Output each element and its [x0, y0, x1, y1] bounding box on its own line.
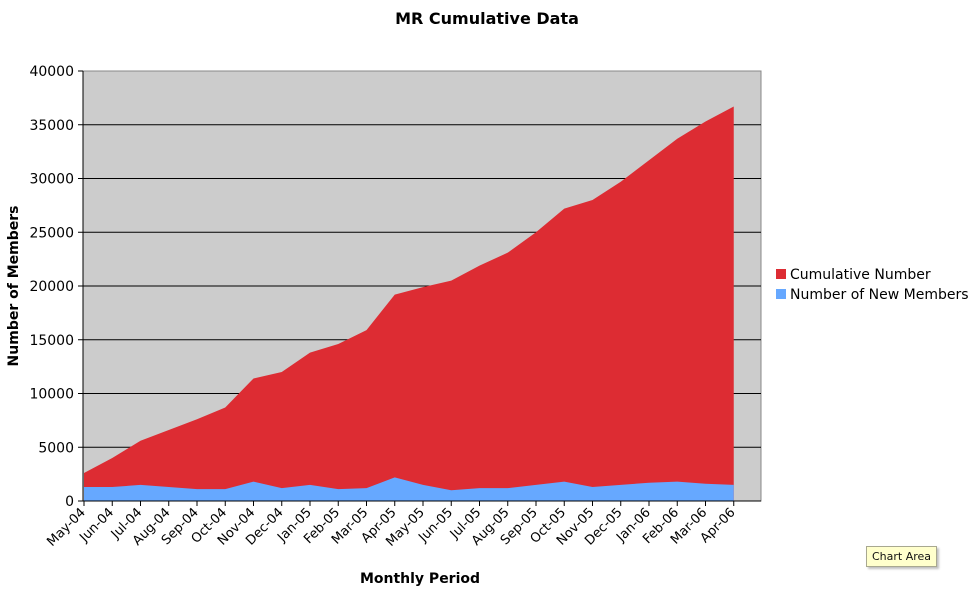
chart-area-tooltip: Chart Area — [866, 546, 938, 567]
area-series-1[interactable] — [84, 477, 734, 501]
y-tick-labels: 0 5000 10000 15000 20000 25000 30000 35000 40000 — [29, 64, 74, 510]
legend-label: Number of New Members — [790, 287, 969, 303]
y-tick-label: 5000 — [38, 440, 74, 456]
area-series — [84, 106, 734, 501]
legend-label: Cumulative Number — [790, 267, 931, 283]
chart-title: MR Cumulative Data — [395, 9, 579, 28]
y-tick-label: 15000 — [29, 333, 74, 349]
y-tick-label: 30000 — [29, 172, 74, 188]
y-tick-label: 25000 — [29, 225, 74, 241]
x-tick-labels: May-04Jun-04Jul-04Aug-04Sep-04Oct-04Nov-… — [44, 505, 738, 549]
x-tick-label: May-04 — [44, 505, 88, 549]
legend-swatch — [776, 269, 786, 279]
y-tick-label: 0 — [65, 494, 74, 510]
y-tick-label: 40000 — [29, 64, 74, 80]
axes — [78, 70, 761, 506]
legend-swatch — [776, 289, 786, 299]
y-tick-label: 35000 — [29, 118, 74, 134]
x-axis-label: Monthly Period — [360, 571, 480, 587]
y-tick-label: 20000 — [29, 279, 74, 295]
area-series-0[interactable] — [84, 106, 734, 501]
y-axis-label: Number of Members — [6, 206, 22, 367]
y-tick-label: 10000 — [29, 387, 74, 403]
legend[interactable]: Cumulative Number Number of New Members — [776, 267, 969, 303]
